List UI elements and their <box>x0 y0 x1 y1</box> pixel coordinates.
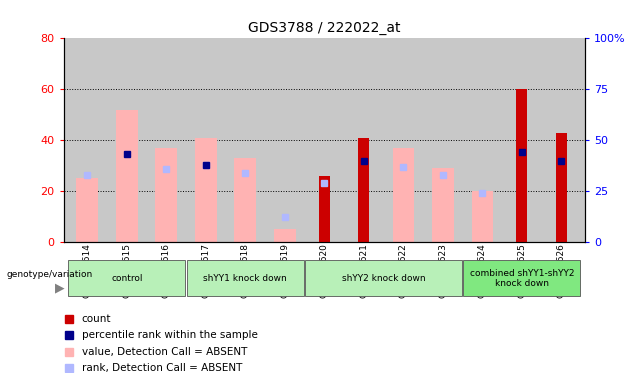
Bar <box>235 158 256 242</box>
Bar <box>319 176 330 242</box>
Text: value, Detection Call = ABSENT: value, Detection Call = ABSENT <box>82 347 247 357</box>
Text: combined shYY1-shYY2
knock down: combined shYY1-shYY2 knock down <box>469 269 574 288</box>
Bar <box>195 137 217 242</box>
Bar <box>471 191 494 242</box>
Bar <box>274 229 296 242</box>
Text: shYY1 knock down: shYY1 knock down <box>204 274 287 283</box>
Bar <box>68 260 185 296</box>
Text: shYY2 knock down: shYY2 knock down <box>342 274 425 283</box>
Text: control: control <box>111 274 142 283</box>
Text: rank, Detection Call = ABSENT: rank, Detection Call = ABSENT <box>82 363 242 373</box>
Bar <box>116 110 137 242</box>
Bar <box>516 89 527 242</box>
Bar <box>464 260 581 296</box>
Bar <box>187 260 304 296</box>
Text: genotype/variation: genotype/variation <box>6 270 93 279</box>
Bar <box>155 148 177 242</box>
Text: count: count <box>82 314 111 324</box>
Title: GDS3788 / 222022_at: GDS3788 / 222022_at <box>248 21 401 35</box>
Bar <box>432 168 453 242</box>
Bar <box>392 148 414 242</box>
Bar <box>358 137 370 242</box>
Bar <box>76 178 98 242</box>
Text: ▶: ▶ <box>55 281 65 295</box>
Bar <box>305 260 462 296</box>
Text: percentile rank within the sample: percentile rank within the sample <box>82 330 258 340</box>
Bar <box>556 132 567 242</box>
